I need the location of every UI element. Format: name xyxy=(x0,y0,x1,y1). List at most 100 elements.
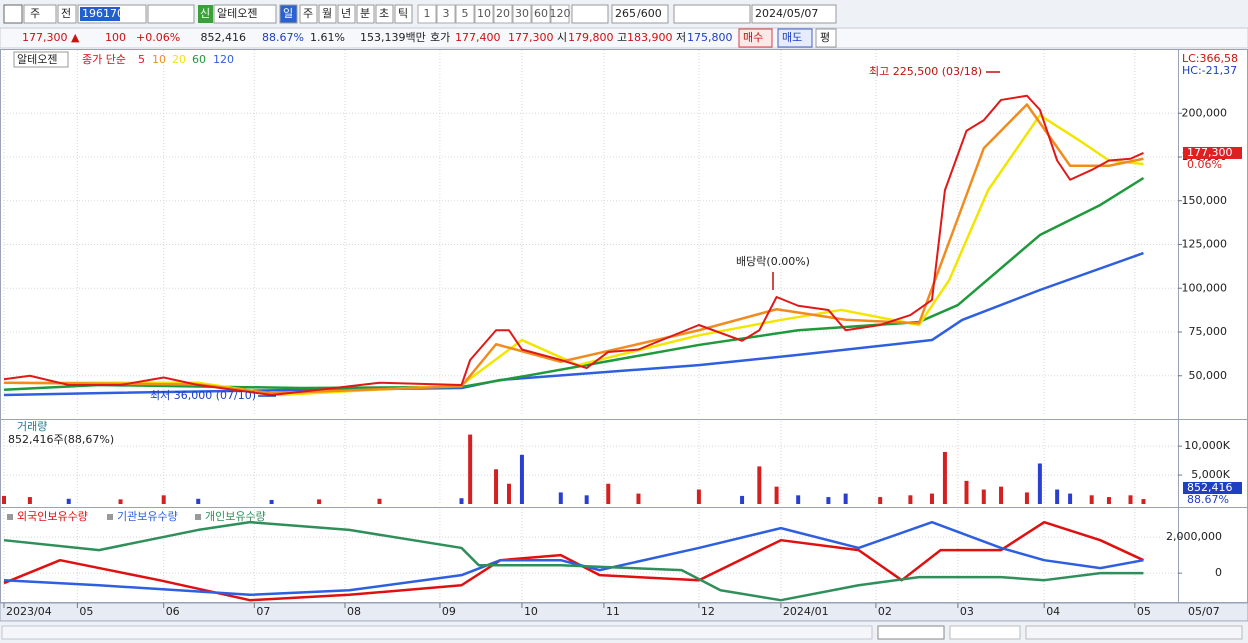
x-tick-label: 10 xyxy=(524,605,538,618)
x-tick-label: 05 xyxy=(79,605,93,618)
y-tick-label: 75,000 xyxy=(1189,325,1228,338)
volume-bar xyxy=(1106,497,1111,504)
period-type: 주 xyxy=(30,7,40,20)
period-button[interactable] xyxy=(394,4,413,24)
period-label: 분 xyxy=(360,7,370,20)
x-tick-label: 05 xyxy=(1137,605,1151,618)
stock-name: 알테오젠 xyxy=(217,6,257,20)
prev-label: 전 xyxy=(61,7,71,20)
volume-bar xyxy=(2,495,6,504)
zoom-slider[interactable] xyxy=(949,625,1021,640)
volume-bar xyxy=(942,451,947,504)
interval-button[interactable] xyxy=(531,4,551,24)
price-panel-name: 알테오젠 xyxy=(17,52,57,66)
period-type-select[interactable] xyxy=(23,4,57,24)
y-tick-label: 0 xyxy=(1215,566,1222,579)
volume-bar xyxy=(118,499,123,504)
y-tick-label: 100,000 xyxy=(1182,281,1228,294)
stock-code: 196170 xyxy=(82,7,124,20)
max-count: /600 xyxy=(637,7,662,20)
credit-badge xyxy=(198,5,213,23)
volume-bar xyxy=(796,495,801,504)
interval-button[interactable] xyxy=(474,4,494,24)
volume-bar xyxy=(964,480,969,504)
interval-button[interactable] xyxy=(550,4,570,24)
interval-button[interactable] xyxy=(417,4,437,24)
period-button[interactable] xyxy=(356,4,375,24)
x-tick-label: 08 xyxy=(347,605,361,618)
count: 265 xyxy=(615,7,636,20)
volume-ratio: 88.67% xyxy=(262,31,304,44)
volume-bar xyxy=(696,489,701,504)
interval-button[interactable] xyxy=(512,4,532,24)
volume-bar xyxy=(1089,495,1094,504)
interval-select[interactable] xyxy=(571,4,609,24)
last-volume: 852,416 xyxy=(1187,481,1233,494)
volume-bar xyxy=(196,498,201,504)
period-label: 월 xyxy=(322,7,332,20)
volume-bar xyxy=(878,497,883,504)
buy-button[interactable] xyxy=(738,28,773,48)
period-button[interactable] xyxy=(337,4,356,24)
period-label: 년 xyxy=(341,7,351,20)
period-button[interactable] xyxy=(299,4,318,24)
period-button[interactable] xyxy=(318,4,337,24)
ma-legend-label: 종가 단순 xyxy=(82,53,126,66)
interval-button[interactable] xyxy=(493,4,513,24)
volume-bar xyxy=(1141,499,1146,504)
volume-bar xyxy=(999,486,1004,504)
legend-entry: 외국인보유수량 xyxy=(17,510,88,523)
interval-label: 20 xyxy=(496,7,510,20)
period-button[interactable] xyxy=(279,4,298,24)
volume-bar xyxy=(494,469,499,504)
playback-controls[interactable] xyxy=(877,625,945,640)
y-tick-label: 150,000 xyxy=(1182,194,1228,207)
volume-bar xyxy=(269,499,274,504)
legend-entry: 개인보유수량 xyxy=(205,510,266,523)
interval-label: 10 xyxy=(477,7,491,20)
period-button[interactable] xyxy=(375,4,394,24)
y-tick-label: 200,000 xyxy=(1182,106,1228,119)
tool-icons[interactable] xyxy=(1025,625,1243,640)
prev-button[interactable] xyxy=(57,4,77,24)
interval-label: 3 xyxy=(443,7,450,20)
volume-bar xyxy=(1037,463,1042,504)
x-tick-label: 09 xyxy=(442,605,456,618)
open-label: 시 xyxy=(557,31,567,44)
interval-button[interactable] xyxy=(455,4,475,24)
high-note: 최고 225,500 (03/18) xyxy=(869,65,982,78)
count-box[interactable] xyxy=(611,4,669,24)
volume-bar xyxy=(1128,495,1133,504)
open: 179,800 xyxy=(568,31,614,44)
interval-label: 5 xyxy=(462,7,469,20)
x-tick-label: 06 xyxy=(166,605,180,618)
hc-label: HC:-21,37 xyxy=(1182,64,1237,77)
avg-button[interactable] xyxy=(815,28,837,48)
ma-line xyxy=(3,94,1144,396)
change: 100 xyxy=(105,31,126,44)
tool-buttons[interactable] xyxy=(673,4,751,24)
legend-entry: 10 xyxy=(152,53,166,66)
turnover: 1.61% xyxy=(310,31,345,44)
scrollbar[interactable] xyxy=(1,625,873,640)
sell-button[interactable] xyxy=(777,28,813,48)
interval-label: 1 xyxy=(424,7,431,20)
volume-bar xyxy=(584,495,589,504)
last-pct: 0.06% xyxy=(1187,158,1222,171)
y-tick-label: 125,000 xyxy=(1182,238,1228,251)
low-label: 저 xyxy=(676,31,686,44)
x-end-label: 05/07 xyxy=(1188,605,1220,618)
volume-summary: 852,416주(88,67%) xyxy=(8,433,114,446)
period-label: 일 xyxy=(283,6,293,20)
window-icon[interactable] xyxy=(3,4,23,24)
x-tick-label: 03 xyxy=(960,605,974,618)
date-box[interactable] xyxy=(751,4,837,24)
bid: 177,300 xyxy=(508,31,554,44)
volume-bar xyxy=(826,497,831,504)
search-icons[interactable] xyxy=(147,4,195,24)
high: 183,900 xyxy=(627,31,673,44)
interval-button[interactable] xyxy=(436,4,456,24)
legend-swatch xyxy=(7,514,13,520)
volume-bar xyxy=(506,483,511,504)
